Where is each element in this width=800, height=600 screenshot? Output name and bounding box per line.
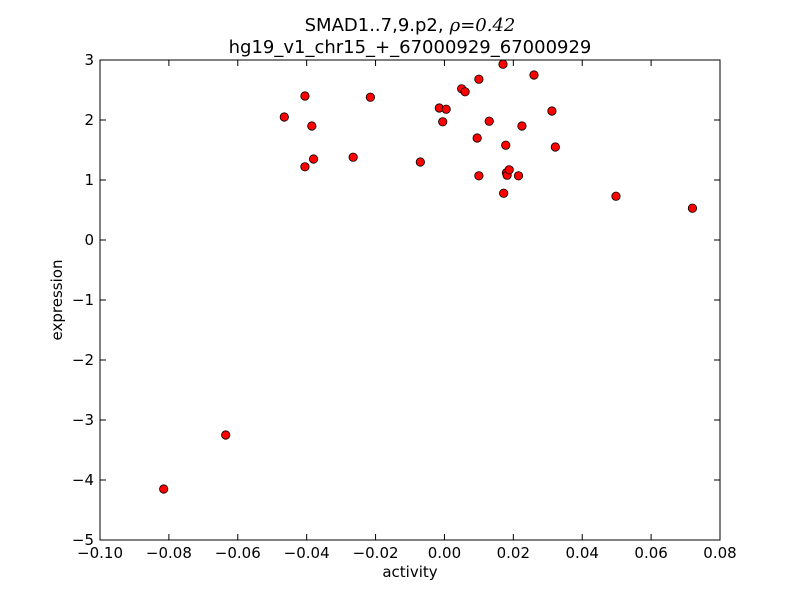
- title-rho-value: =0.42: [460, 15, 515, 36]
- data-point: [498, 59, 508, 69]
- y-tick-label: 0: [84, 231, 94, 249]
- data-point: [365, 92, 375, 102]
- y-tick-label: −5: [72, 531, 94, 549]
- x-tick-label: −0.08: [146, 544, 192, 562]
- y-tick-label: 2: [84, 111, 94, 129]
- title-rho-symbol: ρ: [449, 15, 461, 36]
- data-point: [611, 191, 621, 201]
- data-point: [529, 70, 539, 80]
- x-tick-label: 0.02: [497, 544, 530, 562]
- axis-ticks: −0.10 −0.08 −0.06 −0.04 −0.02 0.00 0.02 0.04 0.0…: [72, 51, 737, 562]
- data-point: [547, 106, 557, 116]
- data-point: [499, 188, 509, 198]
- data-point: [438, 117, 448, 127]
- data-point: [415, 157, 425, 167]
- x-tick-label: −0.06: [215, 544, 261, 562]
- data-point: [474, 74, 484, 84]
- y-tick-label: 3: [84, 51, 94, 69]
- data-point: [460, 87, 470, 97]
- data-point: [474, 171, 484, 181]
- x-tick-label: −0.10: [77, 544, 123, 562]
- data-point: [513, 171, 524, 181]
- plot-area: [99, 59, 721, 541]
- x-tick-label: 0.06: [634, 544, 667, 562]
- chart-title-line2: hg19_v1_chr15_+_67000929_67000929: [229, 37, 592, 58]
- data-point: [308, 154, 319, 164]
- x-tick-label: −0.02: [353, 544, 399, 562]
- data-point: [279, 112, 289, 122]
- x-tick-label: −0.04: [284, 544, 330, 562]
- data-point: [687, 203, 698, 213]
- y-tick-label: −4: [72, 471, 94, 489]
- x-tick-label: 0.00: [428, 544, 461, 562]
- data-point: [300, 162, 310, 172]
- y-tick-label: −2: [72, 351, 94, 369]
- x-axis-label: activity: [382, 563, 437, 581]
- x-tick-label: 0.08: [703, 544, 736, 562]
- data-point: [550, 142, 560, 152]
- data-point: [441, 104, 451, 114]
- data-point: [300, 91, 310, 101]
- data-point: [472, 133, 482, 143]
- y-tick-label: 1: [84, 171, 94, 189]
- data-point: [159, 484, 169, 494]
- data-point: [517, 121, 527, 131]
- data-point: [221, 430, 231, 440]
- y-tick-label: −1: [72, 291, 94, 309]
- data-point: [501, 140, 511, 150]
- data-point: [348, 152, 358, 162]
- data-point: [307, 121, 317, 131]
- data-points: [159, 59, 698, 494]
- title-main: SMAD1..7,9.p2,: [305, 15, 444, 36]
- y-axis-label: expression: [48, 260, 66, 341]
- y-tick-label: −3: [72, 411, 94, 429]
- chart-title-line1: SMAD1..7,9.p2, ρ=0.42: [305, 15, 516, 36]
- data-point: [484, 116, 494, 126]
- x-tick-label: 0.04: [566, 544, 599, 562]
- data-point: [504, 165, 514, 175]
